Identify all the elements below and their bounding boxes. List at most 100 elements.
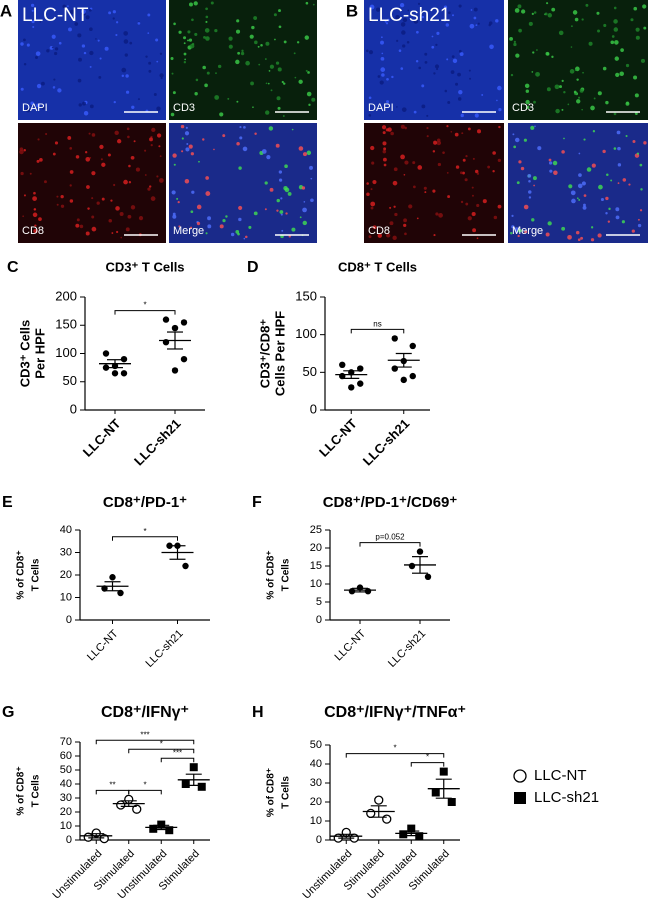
cell (611, 35, 615, 38)
cell (548, 161, 553, 165)
cell (91, 197, 94, 200)
cell (393, 205, 396, 208)
cell (36, 83, 42, 89)
y-tick-label: 0 (70, 401, 77, 416)
cell (127, 135, 130, 139)
y-tick-label: 40 (60, 524, 72, 536)
data-point (407, 824, 416, 833)
cell (535, 49, 538, 51)
cell (281, 80, 284, 84)
cell (607, 220, 611, 223)
cell (517, 4, 522, 9)
cell (398, 49, 402, 52)
cell (517, 234, 520, 238)
cell (287, 191, 292, 196)
panel-letter: A (0, 1, 12, 20)
cell (89, 157, 92, 159)
cell (203, 35, 206, 39)
cell (91, 171, 96, 176)
cell (112, 17, 115, 20)
cell (54, 141, 59, 145)
cell (615, 207, 620, 212)
cell (633, 75, 638, 80)
cell (298, 146, 304, 151)
cell (568, 184, 573, 189)
cell (380, 40, 384, 45)
cell (67, 5, 69, 8)
cell (302, 220, 308, 226)
cell (421, 104, 426, 109)
cell (78, 103, 82, 107)
cell (235, 29, 241, 34)
data-point (382, 814, 392, 824)
y-tick-label: 10 (60, 591, 72, 603)
data-point (102, 364, 110, 371)
cell (277, 106, 281, 110)
cell (402, 44, 406, 48)
cell (510, 73, 514, 77)
cell (462, 171, 465, 175)
cell (454, 132, 459, 137)
cell (613, 112, 617, 116)
panel-letter: D (247, 259, 259, 276)
cell (214, 29, 218, 33)
cell (528, 196, 532, 199)
cell (450, 130, 453, 133)
significance-bracket (160, 757, 195, 763)
y-axis-label: % of CD8⁺ (16, 550, 27, 599)
cell (390, 131, 394, 136)
cell (400, 22, 406, 27)
cell (497, 204, 502, 209)
cell (465, 155, 468, 158)
cell (460, 171, 463, 175)
cell (33, 191, 36, 195)
cell (555, 108, 560, 114)
cell (596, 11, 600, 15)
cell (235, 59, 240, 65)
cell (264, 181, 268, 185)
cell (251, 25, 255, 30)
cell (474, 113, 479, 118)
cell (254, 40, 258, 45)
cell (436, 140, 442, 146)
cell (264, 58, 267, 60)
cell (572, 10, 578, 15)
cell (382, 131, 386, 135)
cell (116, 139, 122, 144)
cell (583, 138, 586, 141)
cell (23, 38, 26, 42)
cell (252, 106, 254, 108)
y-axis-label: T Cells (281, 558, 292, 591)
cell (579, 88, 584, 93)
cell (598, 184, 603, 190)
cell (85, 15, 90, 20)
cell (637, 223, 642, 228)
cell (446, 171, 449, 174)
data-point (424, 573, 432, 580)
cell (53, 78, 56, 81)
cell (131, 105, 135, 109)
cell (386, 100, 390, 104)
cell (215, 72, 217, 75)
cell (469, 23, 475, 29)
cell (547, 13, 553, 18)
data-point (439, 767, 448, 776)
data-point (408, 562, 416, 570)
cell (561, 108, 564, 111)
y-tick-label: 0 (66, 614, 72, 626)
cell (547, 221, 552, 226)
cell (632, 139, 636, 143)
cell (561, 226, 566, 231)
cell (597, 91, 602, 96)
significance-label: * (143, 301, 146, 310)
cell (475, 169, 479, 174)
y-tick-label: 20 (310, 542, 322, 554)
cell (577, 238, 581, 242)
cell (137, 98, 140, 101)
cell (159, 178, 164, 183)
data-point (374, 795, 384, 805)
cell (600, 197, 604, 202)
cell (156, 60, 159, 63)
cell (370, 145, 375, 151)
cell (432, 150, 436, 153)
